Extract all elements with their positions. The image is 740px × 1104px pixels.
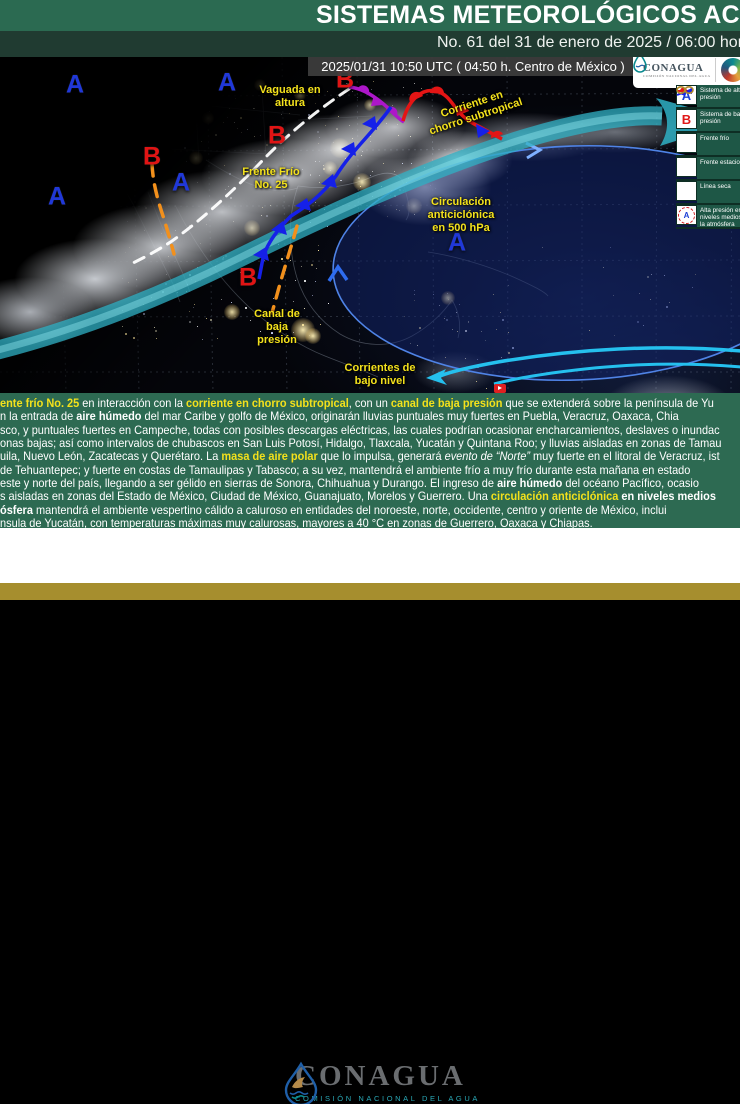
conagua-drop-eagle-icon [284,1061,318,1104]
forecast-line-7: este y norte del país, llegando a ser gé… [0,476,699,491]
header-band [0,0,740,31]
high-pressure-marker: A [47,182,67,211]
footer-brand: CONAGUA [295,1060,466,1092]
weather-systems-overlay [0,85,740,386]
low-channel-label: Canal de baja presión [254,308,300,346]
legend-item-stationary-front: Frente estacionario [676,87,740,181]
timestamp-bar: 2025/01/31 10:50 UTC ( 04:50 h. Centro d… [308,57,638,76]
forecast-line-5: uila, Nuevo León, Zacatecas y Querétaro.… [0,449,720,464]
stationary-front-icon [676,87,697,177]
legend-label: Sistema de alta presión [697,85,740,107]
forecast-line-1: ente frío No. 25 en interacción con la c… [0,396,714,410]
cold-front-line [253,105,393,280]
footer-band: CONAGUA COMISIÓN NACIONAL DEL AGUA [0,528,740,1104]
forecast-text-panel: ente frío No. 25 en interacción con la c… [0,393,740,528]
conagua-logo-text: CONAGUA COMISIÓN NACIONAL DEL AGUA [643,62,711,78]
legend-label: Alta presión en niveles medios de la atm… [697,205,740,228]
stationary-front-triangle [476,124,490,138]
forecast-line-10: nsula de Yucatán, con temperaturas máxim… [0,516,593,528]
high-pressure-marker: A [65,70,85,99]
legend-label: Sistema de baja presión [697,109,740,131]
legend-item-cold-front: Frente frío [676,87,740,157]
anticyclone-label: Circulación anticiclónica en 500 hPa [427,196,495,234]
low-pressure-marker: B [142,142,162,171]
low-level-current-arrows [426,346,740,386]
forecast-line-4: onas bajas; así como intervalos de chuba… [0,436,722,451]
low-pressure-marker: B [267,121,287,150]
forecast-line-9: ósfera mantendrá el ambiente vespertino … [0,502,667,517]
subheader-band [0,31,740,57]
conagua-drop-icon [633,57,647,73]
low-pressure-marker: B [238,263,258,292]
legend-label: Frente estacionario [697,157,740,179]
forecast-line-2: n la entrada de aire húmedo del mar Cari… [0,409,679,424]
wind-chevron [327,263,349,282]
dry-line-icon [676,85,697,201]
conagua-logo-box: CONAGUA COMISIÓN NACIONAL DEL AGUA [633,57,740,88]
legend-item-dry-line: Línea seca [676,85,740,205]
high-pressure-marker: A [447,228,467,257]
footer-brand-block: CONAGUA COMISIÓN NACIONAL DEL AGUA [295,1060,480,1104]
mid-level-high-icon: A [676,205,697,225]
low-pressure-icon: B [676,109,697,129]
warm-front-line [401,86,503,141]
vaguada-label: Vaguada en altura [259,84,321,109]
legend-label: Frente frío [697,133,740,155]
forecast-line-6: de Tehuantepec; y fuerte en costas de Ta… [0,462,691,477]
bulletin-number: No. 61 del 31 de enero de 2025 / 06:00 h… [437,34,740,51]
red-map-badge [494,384,506,393]
upper-trough-line [131,87,351,265]
logo-divider [715,58,717,82]
footer-subtitle: COMISIÓN NACIONAL DEL AGUA [295,1094,480,1103]
gold-footer-bar [0,583,740,600]
low-pressure-channel-lines [150,162,299,315]
forecast-line-8: s aisladas en zonas del Estado de México… [0,489,716,504]
high-pressure-marker: A [171,168,191,197]
government-seal-icon [721,58,740,82]
legend-label: Línea seca [697,181,740,203]
low-level-currents-label: Corrientes de bajo nivel [344,362,416,387]
occluded-front-line [348,85,405,124]
page-title: SISTEMAS METEOROLÓGICOS ACTUALES [316,1,740,29]
conagua-footer-logo: CONAGUA COMISIÓN NACIONAL DEL AGUA [283,1060,480,1104]
forecast-line-3: sco, y puntuales fuertes en Campeche, to… [0,422,720,437]
cold-front-label: Frente Frío No. 25 [242,166,300,191]
high-pressure-marker: A [217,68,237,97]
cold-front-icon [676,87,697,153]
